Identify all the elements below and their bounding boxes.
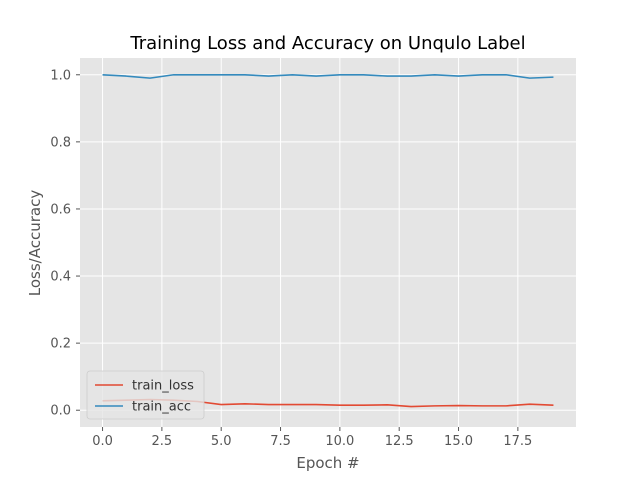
tick-labels: 0.0 2.5 5.0 7.5 10.0 12.5 15.0 17.5 0.0 0.2 0.4 0.6… — [50, 68, 532, 449]
x-tick-label: 0.0 — [92, 434, 113, 449]
x-tick-label: 2.5 — [152, 434, 173, 449]
x-axis-label: Epoch # — [296, 454, 359, 472]
plot-area — [80, 58, 576, 427]
x-tick-label: 7.5 — [270, 434, 291, 449]
y-tick-label: 0.6 — [50, 202, 71, 217]
chart-title: Training Loss and Accuracy on Unqulo Lab… — [129, 33, 525, 54]
y-tick-label: 0.8 — [50, 135, 71, 150]
series-line-train-acc — [102, 73, 554, 79]
y-tick-label: 0.0 — [50, 404, 71, 419]
y-tick-label: 1.0 — [50, 68, 71, 83]
x-tick-label: 12.5 — [385, 434, 414, 449]
legend-label-train-acc: train_acc — [132, 400, 191, 415]
legend: train_loss train_acc — [86, 370, 205, 420]
y-tick-label: 0.4 — [50, 270, 71, 285]
x-tick-label: 5.0 — [211, 434, 232, 449]
y-tick-label: 0.2 — [50, 337, 71, 352]
legend-label-train-loss: train_loss — [132, 379, 194, 394]
x-tick-label: 17.5 — [503, 434, 532, 449]
legend-box — [86, 370, 205, 420]
x-tick-label: 10.0 — [325, 434, 354, 449]
grid — [80, 58, 576, 427]
x-tick-label: 15.0 — [444, 434, 473, 449]
y-axis-label: Loss/Accuracy — [26, 190, 44, 297]
